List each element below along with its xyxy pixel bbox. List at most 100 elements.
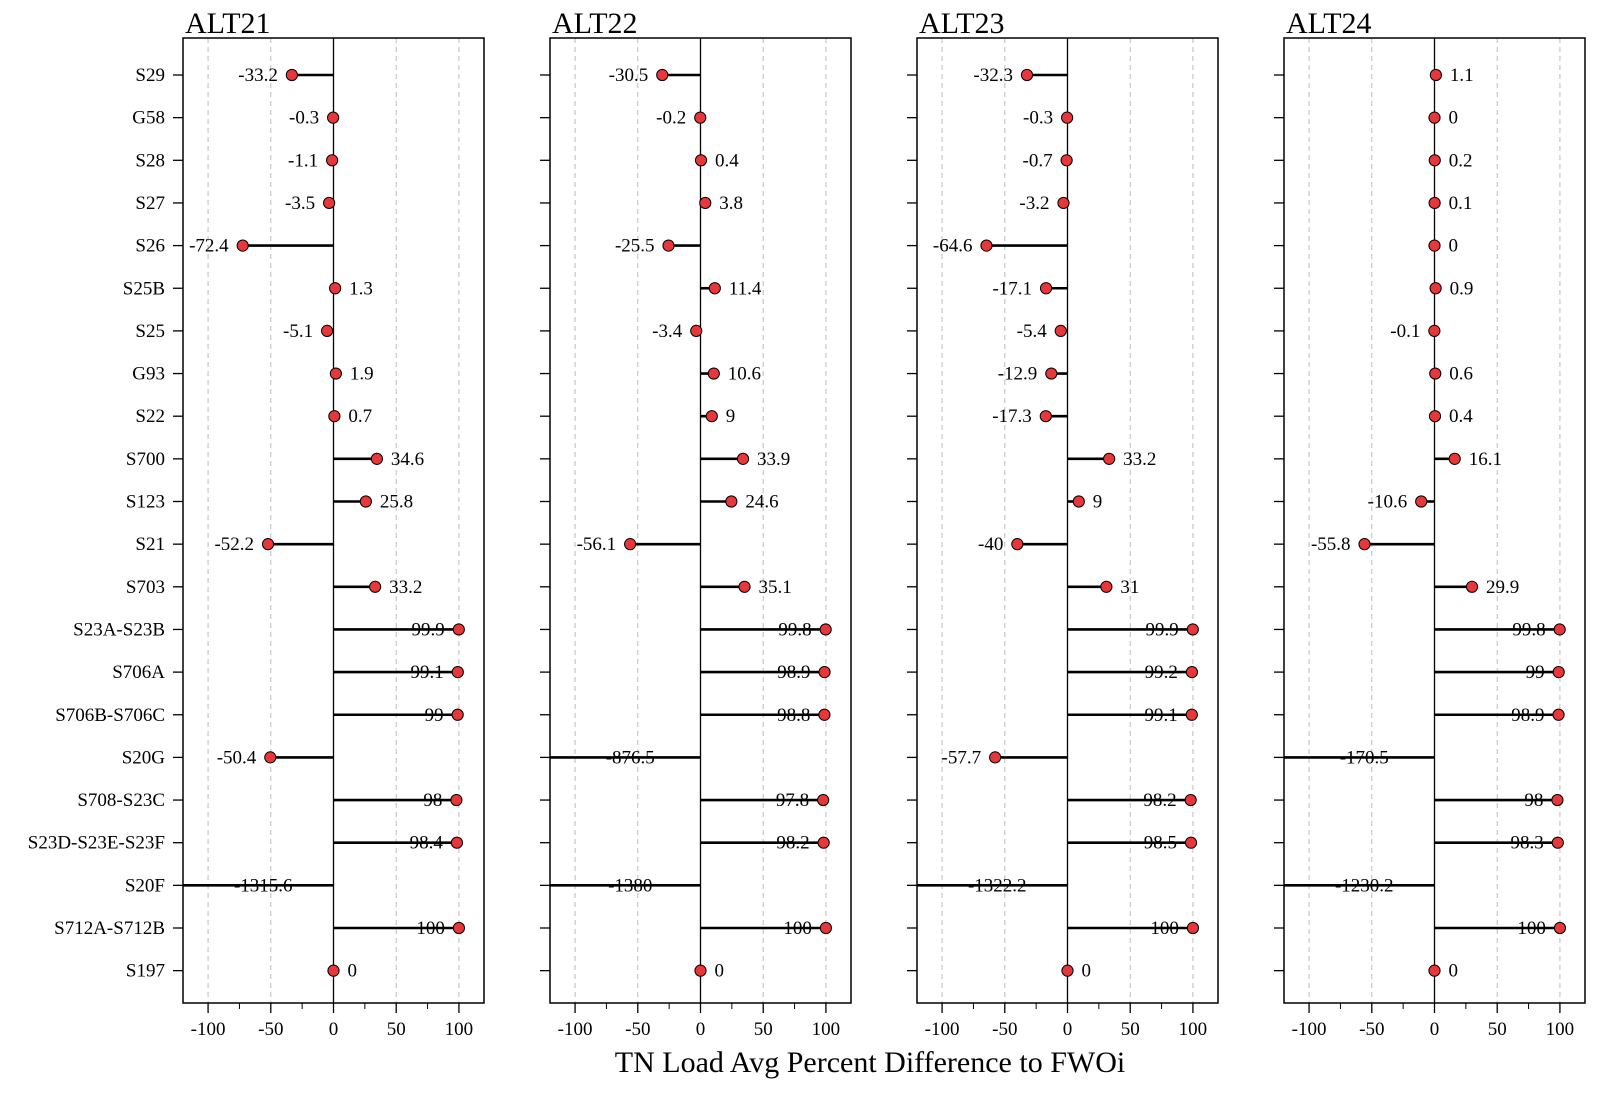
data-point: [327, 111, 340, 124]
value-label: -17.3: [992, 406, 1032, 427]
value-label: -0.3: [1023, 108, 1053, 129]
value-label: 98: [1524, 790, 1543, 811]
x-tick-label: -50: [258, 1019, 283, 1040]
data-point: [1358, 538, 1371, 551]
data-point: [261, 538, 275, 551]
data-point: [1552, 708, 1565, 721]
value-label: -32.3: [973, 65, 1013, 86]
category-label: G58: [132, 108, 165, 129]
value-label: -25.5: [615, 236, 655, 257]
value-label: -876.5: [606, 747, 655, 768]
data-point: [370, 452, 383, 465]
data-point: [694, 154, 708, 167]
data-point: [738, 580, 751, 593]
value-label: 100: [783, 918, 812, 939]
data-point: [323, 196, 336, 210]
data-point: [1057, 196, 1070, 210]
category-label: S706B-S706C: [55, 705, 165, 726]
data-point: [1185, 708, 1198, 721]
value-label: 24.6: [745, 492, 778, 513]
value-label: -0.2: [656, 108, 686, 129]
value-label: 0.1: [1449, 193, 1473, 214]
x-tick-label: -50: [1359, 1019, 1384, 1040]
data-point: [656, 68, 669, 82]
value-label: -170.5: [1340, 747, 1389, 768]
value-label: 10.6: [728, 364, 761, 385]
value-label: 100: [1517, 918, 1546, 939]
value-label: 98.9: [1511, 705, 1544, 726]
value-label: -1380: [608, 875, 652, 896]
value-label: 0: [715, 961, 725, 982]
x-tick-label: 0: [329, 1019, 339, 1040]
value-label: 9: [726, 406, 736, 427]
panel-alt22: ALT22 -100 -50 0 50 100 -30.5 -0.2 0.4 3.8 -25.5 11…: [540, 7, 852, 1040]
data-point: [451, 666, 464, 679]
data-point: [1465, 580, 1479, 593]
category-label: S197: [126, 961, 165, 982]
category-label: S20G: [122, 747, 166, 768]
value-label: 0.2: [1449, 150, 1473, 171]
category-label: S21: [135, 534, 165, 555]
value-label: 33.2: [1123, 449, 1156, 470]
data-point: [819, 921, 833, 935]
data-point: [369, 580, 382, 593]
data-point: [1054, 324, 1067, 337]
data-point: [690, 324, 703, 337]
value-label: -10.6: [1368, 492, 1408, 513]
value-label: 99: [425, 705, 444, 726]
value-label: 1.1: [1450, 65, 1474, 86]
value-label: 0.4: [715, 150, 739, 171]
category-label: S712A-S712B: [54, 918, 165, 939]
data-point: [699, 196, 712, 210]
data-point: [1186, 623, 1199, 636]
value-label: 0: [1082, 961, 1092, 982]
value-label: -17.1: [992, 278, 1032, 299]
panel-alt23: ALT23 -100 -50 0 50 100 -32.3 -0.3 -0.7 -3.2 -64.6…: [907, 7, 1219, 1040]
value-label: -1.1: [288, 150, 318, 171]
value-label: 3.8: [719, 193, 743, 214]
value-label: 99.1: [1145, 705, 1178, 726]
value-label: -33.2: [238, 65, 278, 86]
category-label: S22: [135, 406, 165, 427]
panel-title: ALT22: [552, 7, 638, 40]
value-label: 35.1: [759, 577, 792, 598]
data-point: [1103, 452, 1116, 465]
value-label: 98.9: [777, 662, 810, 683]
data-point: [326, 154, 339, 167]
data-point: [1185, 666, 1199, 679]
panel-title: ALT21: [185, 7, 271, 40]
value-label: 99.8: [778, 619, 811, 640]
data-point: [1552, 666, 1565, 679]
data-point: [1428, 324, 1441, 337]
value-label: -12.9: [998, 364, 1038, 385]
data-point: [1184, 836, 1198, 849]
value-label: 98: [423, 790, 442, 811]
value-label: -1230.2: [1335, 875, 1394, 896]
value-label: -0.3: [289, 108, 319, 129]
data-point: [1553, 623, 1566, 636]
x-tick-label: 0: [1063, 1019, 1073, 1040]
category-label: S26: [135, 236, 165, 257]
data-point: [1551, 836, 1564, 849]
data-point: [1061, 111, 1074, 124]
data-point: [1448, 452, 1461, 465]
data-point: [1428, 239, 1441, 252]
data-point: [321, 324, 334, 337]
value-label: 0.4: [1449, 406, 1473, 427]
data-point: [236, 239, 249, 252]
value-label: 98.2: [1143, 790, 1176, 811]
data-point: [1428, 154, 1441, 167]
data-point: [1186, 921, 1200, 935]
data-point: [1039, 282, 1053, 295]
value-label: -5.1: [283, 321, 313, 342]
value-label: 99.8: [1512, 619, 1545, 640]
value-label: -56.1: [577, 534, 617, 555]
x-tick-label: -100: [191, 1019, 226, 1040]
x-tick-label: 0: [696, 1019, 706, 1040]
x-tick-label: 50: [1121, 1019, 1140, 1040]
value-label: 98.2: [776, 833, 809, 854]
data-point: [624, 538, 637, 551]
x-tick-label: -50: [625, 1019, 650, 1040]
data-point: [329, 367, 342, 380]
